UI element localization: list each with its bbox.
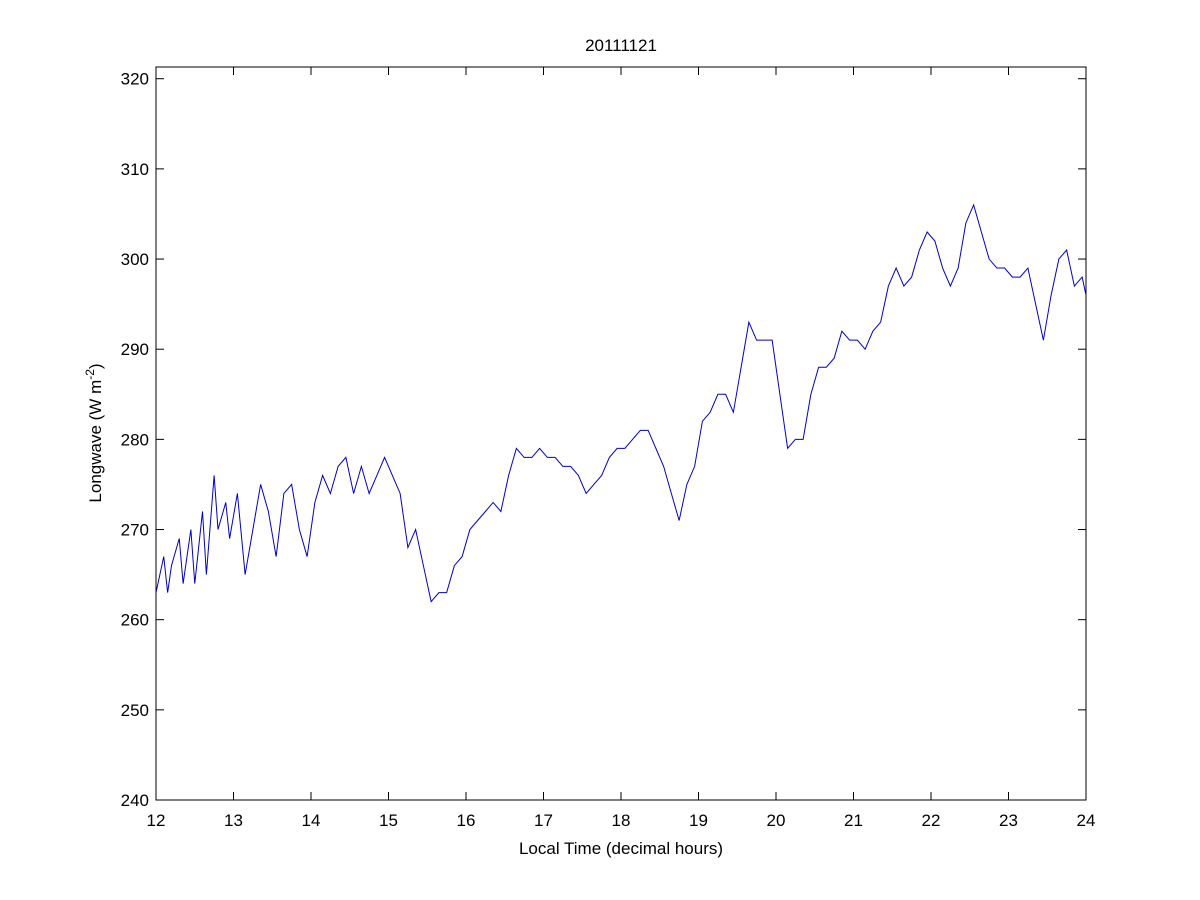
y-tick-label: 280 — [121, 430, 149, 449]
x-axis-label: Local Time (decimal hours) — [519, 839, 723, 858]
y-tick-label: 290 — [121, 340, 149, 359]
y-label-text: Longwave (W m — [86, 380, 105, 503]
y-tick-label: 300 — [121, 250, 149, 269]
x-tick-label: 23 — [999, 811, 1018, 830]
y-tick-label: 320 — [121, 70, 149, 89]
y-tick-label: 310 — [121, 160, 149, 179]
y-label-sup: -2 — [83, 369, 97, 380]
x-tick-label: 21 — [844, 811, 863, 830]
x-tick-label: 15 — [379, 811, 398, 830]
y-label-end: ) — [86, 363, 105, 369]
x-tick-label: 24 — [1077, 811, 1096, 830]
y-tick-label: 270 — [121, 521, 149, 540]
y-tick-label: 250 — [121, 701, 149, 720]
x-tick-label: 22 — [922, 811, 941, 830]
y-tick-label: 240 — [121, 791, 149, 810]
x-tick-label: 17 — [534, 811, 553, 830]
x-tick-label: 16 — [457, 811, 476, 830]
y-tick-label: 260 — [121, 611, 149, 630]
plot-area — [155, 66, 1087, 801]
x-tick-label: 19 — [689, 811, 708, 830]
x-tick-label: 13 — [224, 811, 243, 830]
x-tick-label: 18 — [612, 811, 631, 830]
x-tick-label: 14 — [302, 811, 321, 830]
x-tick-label: 20 — [767, 811, 786, 830]
y-axis-label: Longwave (W m-2) — [83, 363, 105, 502]
chart-title: 20111121 — [585, 36, 657, 55]
data-line — [155, 203, 1087, 603]
x-tick-label: 12 — [147, 811, 166, 830]
